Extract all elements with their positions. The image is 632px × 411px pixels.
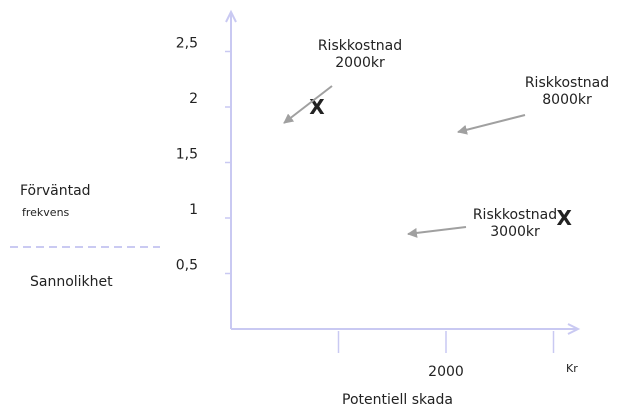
y-axis-arrowhead: [225, 9, 237, 23]
data-point: XRiskkostnad8000kr: [457, 75, 609, 135]
x-axis-label: Potentiell skada: [342, 392, 453, 408]
chart-points: XRiskkostnad2000krXRiskkostnad8000krXRis…: [283, 38, 609, 240]
y-tick-label: 2,5: [176, 36, 198, 52]
annotation-value: 2000kr: [335, 55, 385, 71]
annotation-title: Riskkostnad: [525, 75, 609, 91]
annotation-arrow: [407, 226, 467, 238]
y-axis-label-probability: Sannolikhet: [30, 274, 113, 290]
y-tick-label: 2: [189, 91, 198, 107]
y-tick-label: 1: [189, 202, 198, 218]
y-tick-label: 1,5: [176, 147, 198, 163]
annotation-title: Riskkostnad: [318, 38, 402, 54]
chart-axes: [225, 9, 581, 335]
annotation-value: 8000kr: [542, 92, 592, 108]
chart-labels: Förväntad frekvens Sannolikhet Potentiel…: [10, 183, 578, 408]
x-marker: X: [557, 206, 573, 230]
x-axis-arrowhead: [567, 323, 581, 335]
x-tick-label: 2000: [428, 364, 464, 380]
annotation-arrow: [457, 114, 526, 135]
y-axis-label-frequency: frekvens: [22, 206, 70, 219]
chart-ticks: 0,511,522,520004000: [176, 36, 555, 380]
y-axis-label-expected-frequency: Förväntad: [20, 183, 91, 199]
annotation-arrow: [283, 85, 333, 124]
y-tick-label: 0,5: [176, 258, 198, 274]
annotation-title: Riskkostnad: [473, 207, 557, 223]
x-axis-unit-label: Kr: [566, 362, 578, 375]
annotation-value: 3000kr: [490, 224, 540, 240]
